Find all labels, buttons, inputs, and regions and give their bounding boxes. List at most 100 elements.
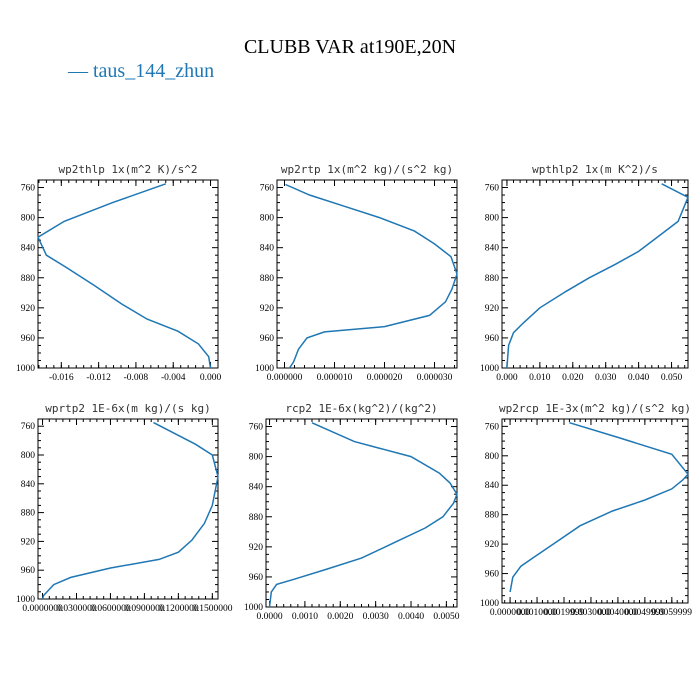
x-tick-label: 0.0040000 xyxy=(598,608,639,618)
x-tick-label: 0.0000000 xyxy=(490,608,531,618)
series-line xyxy=(41,421,219,600)
y-tick-label: 960 xyxy=(485,570,500,580)
y-tick-label: 960 xyxy=(260,334,275,344)
series-line xyxy=(506,183,689,369)
y-tick-label: 960 xyxy=(485,334,500,344)
chart-panel-6: wp2rcp 1E-3x(m^2 kg)/(s^2 kg) 760 800 840 88… xyxy=(480,402,692,618)
series-line xyxy=(268,422,458,608)
x-tick-label: 0.020 xyxy=(562,373,584,383)
y-tick-label: 1000 xyxy=(255,364,274,374)
series-line xyxy=(37,183,212,369)
figure-title: CLUBB VAR at190E,20N xyxy=(243,36,457,58)
x-tick-label: 0.1500000 xyxy=(192,604,233,614)
x-tick-label: 0.040 xyxy=(628,373,650,383)
plot-frame xyxy=(501,179,689,369)
panel-title: wp2rtp 1x(m^2 kg)/(s^2 kg) xyxy=(281,163,453,176)
x-tick-label: 0.1200000 xyxy=(158,604,199,614)
x-tick-label: 0.0049999 xyxy=(625,608,666,618)
x-tick-label: 0.0900000 xyxy=(124,604,165,614)
y-tick-label: 1000 xyxy=(16,364,35,374)
y-tick-label: 760 xyxy=(21,422,36,432)
x-tick-label: 0.0040 xyxy=(398,612,424,622)
y-tick-label: 880 xyxy=(249,513,264,523)
chart-panel-3: wpthlp2 1x(m K^2)/s 760 800 840 880 920 960 100… xyxy=(480,163,689,383)
x-tick-label: 0.0030000 xyxy=(571,608,612,618)
x-tick-label: 0.0030 xyxy=(363,612,389,622)
chart-panel-5: rcp2 1E-6x(kg^2)/(kg^2) 760 800 840 880 920 96… xyxy=(244,402,460,622)
x-tick-label: 0.0300000 xyxy=(56,604,97,614)
y-tick-label: 800 xyxy=(485,214,500,224)
x-tick-label: 0.0020 xyxy=(327,612,353,622)
legend: — taus_144_zhun xyxy=(68,60,214,83)
x-tick-label: -0.012 xyxy=(86,373,111,383)
x-tick-label: 0.030 xyxy=(595,373,617,383)
y-tick-label: 840 xyxy=(21,480,36,490)
y-tick-label: 800 xyxy=(249,453,264,463)
y-tick-label: 800 xyxy=(485,452,500,462)
y-tick-label: 960 xyxy=(21,566,36,576)
x-tick-label: 0.000 xyxy=(200,373,222,383)
y-tick-label: 800 xyxy=(260,214,275,224)
y-tick-label: 880 xyxy=(485,274,500,284)
y-tick-label: 960 xyxy=(21,334,36,344)
y-tick-label: 880 xyxy=(485,511,500,521)
y-tick-label: 760 xyxy=(260,184,275,194)
plot-frame xyxy=(37,418,219,600)
x-tick-label: 0.0050 xyxy=(433,612,459,622)
y-tick-label: 760 xyxy=(485,422,500,432)
plot-frame xyxy=(501,418,689,604)
y-tick-label: 920 xyxy=(21,304,36,314)
panel-title: rcp2 1E-6x(kg^2)/(kg^2) xyxy=(285,402,437,415)
y-tick-label: 920 xyxy=(485,304,500,314)
x-tick-label: 0.0059999 xyxy=(652,608,693,618)
series-line xyxy=(509,421,689,593)
x-tick-label: 0.000000 xyxy=(267,373,303,383)
x-tick-label: 0.0600000 xyxy=(90,604,131,614)
y-tick-label: 880 xyxy=(260,274,275,284)
series-line xyxy=(285,183,458,369)
x-tick-label: 0.0000000 xyxy=(22,604,63,614)
y-tick-label: 880 xyxy=(21,509,36,519)
y-tick-label: 800 xyxy=(21,451,36,461)
x-tick-label: -0.004 xyxy=(161,373,186,383)
y-tick-label: 760 xyxy=(249,423,264,433)
y-tick-label: 840 xyxy=(485,481,500,491)
chart-panel-4: wprtp2 1E-6x(m kg)/(s kg) 760 800 840 880 920… xyxy=(16,402,233,614)
y-tick-label: 920 xyxy=(485,540,500,550)
y-tick-label: 1000 xyxy=(480,599,499,609)
panel-title: wpthlp2 1x(m K^2)/s xyxy=(532,163,658,176)
x-tick-label: 0.000020 xyxy=(367,373,403,383)
chart-panel-1: wp2thlp 1x(m^2 K)/s^2 760 800 840 880 920 960 1… xyxy=(16,163,221,383)
y-tick-label: 800 xyxy=(21,214,36,224)
panel-title: wp2thlp 1x(m^2 K)/s^2 xyxy=(58,163,197,176)
y-tick-label: 920 xyxy=(21,537,36,547)
chart-panel-2: wp2rtp 1x(m^2 kg)/(s^2 kg) 760 800 840 880 92… xyxy=(255,163,458,383)
y-tick-label: 840 xyxy=(21,244,36,254)
y-tick-label: 840 xyxy=(249,483,264,493)
legend-line-icon: — xyxy=(68,60,88,82)
x-tick-label: 0.000 xyxy=(496,373,518,383)
x-tick-label: 0.050 xyxy=(661,373,683,383)
y-tick-label: 920 xyxy=(260,304,275,314)
x-tick-label: 0.0010 xyxy=(292,612,318,622)
plot-frame xyxy=(276,179,458,369)
x-tick-label: 0.000030 xyxy=(417,373,453,383)
y-tick-label: 1000 xyxy=(480,364,499,374)
panel-title: wp2rcp 1E-3x(m^2 kg)/(s^2 kg) xyxy=(499,402,691,415)
x-tick-label: 0.0010000 xyxy=(517,608,558,618)
x-tick-label: 0.0000 xyxy=(256,612,282,622)
y-tick-label: 1000 xyxy=(16,595,35,605)
x-tick-label: 0.000010 xyxy=(317,373,353,383)
y-tick-label: 840 xyxy=(260,244,275,254)
y-tick-label: 1000 xyxy=(244,603,263,613)
x-tick-label: 0.010 xyxy=(529,373,551,383)
y-tick-label: 960 xyxy=(249,573,264,583)
y-tick-label: 760 xyxy=(485,184,500,194)
y-tick-label: 880 xyxy=(21,274,36,284)
x-tick-label: -0.016 xyxy=(49,373,74,383)
x-tick-label: 0.0019999 xyxy=(544,608,585,618)
y-tick-label: 760 xyxy=(21,184,36,194)
legend-label: taus_144_zhun xyxy=(93,60,215,82)
panel-title: wprtp2 1E-6x(m kg)/(s kg) xyxy=(45,402,211,415)
